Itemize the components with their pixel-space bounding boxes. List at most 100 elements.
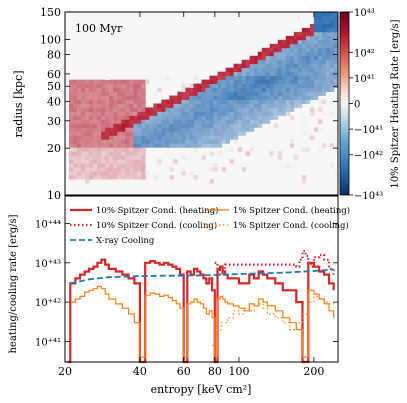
heatmap-cell <box>313 19 319 25</box>
heatmap-cell <box>101 151 106 156</box>
heatmap-cell <box>297 75 303 81</box>
heatmap-cell <box>333 59 339 65</box>
heatmap-cell <box>321 15 327 21</box>
heatmap-cell <box>313 75 319 81</box>
heatmap-cell <box>297 47 303 53</box>
heatmap-cell <box>89 91 94 96</box>
heatmap-cell <box>69 159 74 164</box>
heatmap-cell <box>253 71 259 77</box>
heatmap-cell <box>325 75 331 81</box>
heatmap-cell <box>137 127 142 132</box>
heatmap-cell <box>261 103 267 108</box>
heatmap-cell <box>125 167 130 172</box>
heatmap-cell <box>301 131 307 136</box>
heatmap-cell <box>201 103 206 108</box>
heatmap-cell <box>281 47 287 53</box>
heatmap-cell <box>237 67 243 73</box>
heatmap-cell <box>245 59 251 65</box>
heatmap-cell <box>329 71 335 77</box>
heatmap-cell <box>229 67 235 73</box>
heatmap-cell <box>321 99 327 104</box>
heatmap-cell <box>193 135 198 140</box>
heatmap-cell <box>189 131 194 136</box>
heatmap-cell <box>117 123 122 128</box>
heatmap-cell <box>241 127 247 132</box>
heatmap-cell <box>249 111 255 116</box>
heatmap-cell <box>169 139 174 144</box>
heatmap-cell <box>117 155 122 160</box>
heatmap-cell <box>209 87 214 92</box>
heatmap-cell <box>69 99 74 104</box>
heatmap-cell <box>181 115 186 120</box>
heatmap-cell <box>117 115 122 120</box>
heatmap-cell <box>213 99 218 104</box>
heatmap-cell <box>321 143 327 148</box>
heatmap-cell <box>73 123 78 128</box>
heatmap-cell <box>77 79 82 85</box>
heatmap-cell <box>185 135 190 140</box>
time-annotation: 100 Myr <box>75 22 123 35</box>
heatmap-cell <box>221 139 226 144</box>
heatmap-cell <box>97 175 102 180</box>
heatmap-cell <box>285 111 291 116</box>
heatmap-cell <box>117 163 122 168</box>
heatmap-cell <box>121 95 126 100</box>
heatmap-cell <box>85 171 90 176</box>
heatmap-cell <box>317 91 323 96</box>
heatmap-cell <box>221 79 226 85</box>
heatmap-cell <box>89 79 94 85</box>
heatmap-cell <box>129 127 134 132</box>
heatmap-cell <box>157 135 162 140</box>
colorbar: 10⁴³ 10⁴² 10⁴¹ 0 −10⁴¹ −10⁴² −10⁴³ 10% Spitzer… <box>339 8 401 202</box>
heatmap-cell <box>285 59 291 65</box>
heatmap-cell <box>225 91 230 96</box>
heatmap-cell <box>273 51 279 57</box>
heatmap-cell <box>333 171 339 176</box>
heatmap-cell <box>245 119 251 124</box>
heatmap-cell <box>165 127 170 132</box>
heatmap-cell <box>69 155 74 160</box>
heatmap-cell <box>265 119 271 124</box>
heatmap-cell <box>325 15 331 21</box>
line-frame <box>64 195 339 363</box>
heatmap-cell <box>189 95 194 100</box>
heatmap-cell <box>273 63 279 69</box>
heatmap-cell <box>121 147 126 152</box>
heatmap-cell <box>285 35 291 41</box>
heatmap-cell <box>185 99 190 104</box>
heatmap-cell <box>301 123 307 128</box>
heatmap-cell <box>181 79 186 85</box>
heatmap-cell <box>81 87 86 92</box>
heatmap-cell <box>257 99 263 104</box>
heatmap-cell <box>265 107 271 112</box>
heatmap-cell <box>133 167 138 172</box>
heatmap-cell <box>77 115 82 120</box>
heatmap-cell <box>133 111 138 116</box>
heatmap-cell <box>265 75 271 81</box>
heatmap-cell <box>185 127 190 132</box>
heatmap-cell <box>293 47 299 53</box>
heatmap-cell <box>109 167 114 172</box>
heatmap-cell <box>105 143 110 148</box>
heatmap-cell <box>181 95 186 100</box>
heatmap-cell <box>101 119 106 124</box>
heatmap-cell <box>141 167 146 172</box>
heatmap-cell <box>289 43 295 49</box>
heatmap-cell <box>161 127 166 132</box>
heatmap-cell <box>329 59 335 65</box>
heatmap-cell <box>125 119 130 124</box>
heatmap-cell <box>257 123 263 128</box>
heatmap-cell <box>89 155 94 160</box>
heatmap-cell <box>245 75 251 81</box>
heatmap-cell <box>185 131 190 136</box>
heatmap-cell <box>209 99 214 104</box>
heatmap-cell <box>109 123 114 128</box>
heatmap-cell <box>329 163 335 168</box>
heatmap-cell <box>285 55 291 61</box>
heatmap-cell <box>225 127 230 132</box>
heatmap-cell <box>317 27 323 33</box>
heatmap-cell <box>69 103 74 108</box>
heatmap-cell <box>141 155 146 160</box>
heatmap-cell <box>325 43 331 49</box>
heatmap-cell <box>181 171 186 176</box>
